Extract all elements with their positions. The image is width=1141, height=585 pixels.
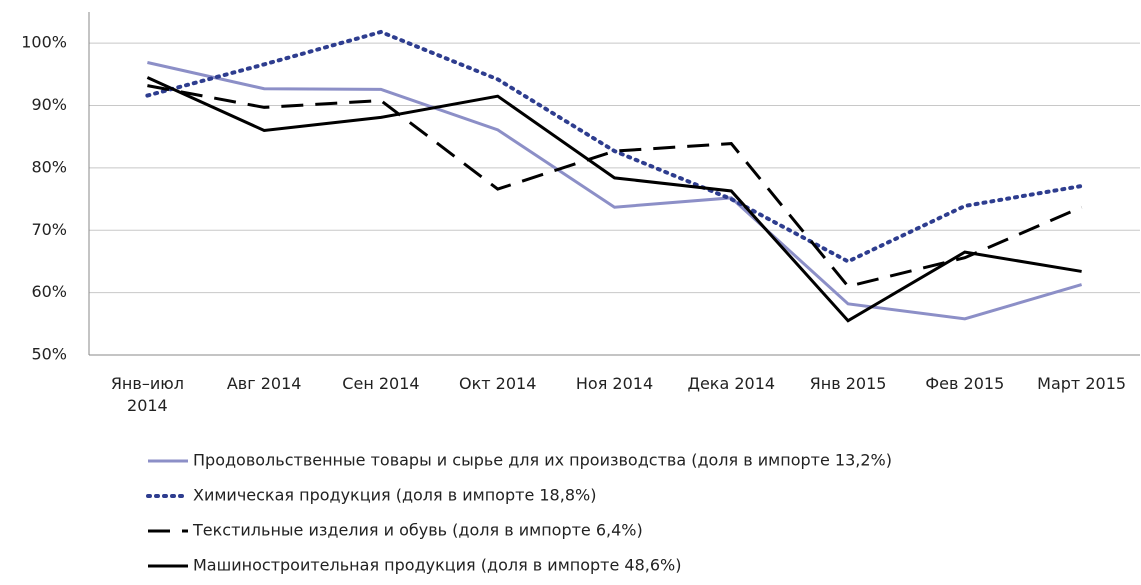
y-tick-label: 50% [31, 345, 67, 364]
x-tick-label: Фев 2015 [925, 374, 1005, 393]
legend-label: Химическая продукция (доля в импорте 18,… [193, 486, 596, 505]
x-tick-label: Сен 2014 [342, 374, 420, 393]
y-tick-label: 90% [31, 95, 67, 114]
x-tick-label: Окт 2014 [459, 374, 537, 393]
legend-label: Продовольственные товары и сырье для их … [193, 451, 892, 470]
x-tick-label: Дека 2014 [687, 374, 776, 393]
y-tick-label: 80% [31, 157, 67, 176]
x-tick-label: Ноя 2014 [575, 374, 654, 393]
series-line [147, 84, 1083, 289]
x-tick-label: Янв–июл 2014 [110, 374, 184, 415]
y-tick-label: 60% [31, 282, 67, 301]
x-tick-label: Авг 2014 [226, 374, 302, 393]
series-line [146, 76, 1082, 323]
y-tick-label: 100% [21, 33, 67, 52]
legend-label: Текстильные изделия и обувь (доля в импо… [192, 521, 643, 540]
x-tick-label: Янв 2015 [809, 374, 887, 393]
legend-label: Машиностроительная продукция (доля в имп… [193, 556, 682, 575]
series-line [147, 61, 1083, 321]
y-tick-label: 70% [31, 220, 67, 239]
series-line [145, 29, 1084, 264]
x-tick-label: Март 2015 [1037, 374, 1127, 393]
